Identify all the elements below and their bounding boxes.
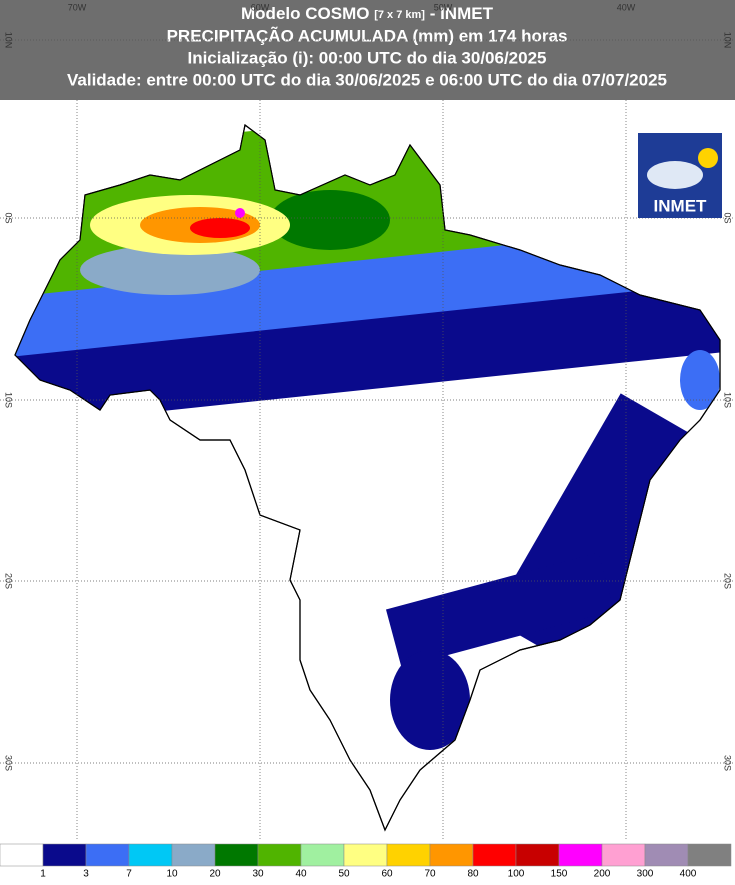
- colorbar-swatch: [472, 843, 517, 867]
- colorbar-swatch: [687, 843, 732, 867]
- colorbar-swatch: [128, 843, 173, 867]
- logo-text: INMET: [654, 196, 708, 215]
- initialization: Inicialização (i): 00:00 UTC do dia 30/0…: [187, 48, 546, 67]
- colorbar-label: 3: [83, 869, 89, 880]
- latitude-label: 10N: [723, 32, 733, 49]
- colorbar-label: 300: [637, 869, 654, 880]
- colorbar-label: 20: [209, 869, 221, 880]
- subtitle: PRECIPITAÇÃO ACUMULADA (mm) em 174 horas: [167, 25, 568, 45]
- title: Modelo COSMO [7 x 7 km] - INMET: [241, 4, 494, 23]
- colorbar-label: 100: [508, 869, 525, 880]
- latitude-label: 20S: [4, 573, 14, 589]
- colorbar-label: 400: [680, 869, 697, 880]
- colorbar-swatch: [601, 843, 646, 867]
- colorbar-swatch: [558, 843, 603, 867]
- colorbar-swatch: [214, 843, 259, 867]
- logo-sun: [698, 148, 718, 168]
- latitude-label: 10S: [4, 392, 14, 408]
- latitude-label: 0S: [723, 212, 733, 223]
- latitude-label: 0S: [4, 212, 14, 223]
- longitude-label: 50W: [434, 2, 453, 12]
- map: 70W 60W 50W 40W 10N 10N 0S 0S 10S 10S 20S 20S 30S 30S…: [0, 2, 735, 840]
- colorbar-label: 60: [381, 869, 393, 880]
- colorbar-label: 30: [252, 869, 264, 880]
- colorbar-swatch: [0, 843, 44, 867]
- latitude-label: 10S: [723, 392, 733, 408]
- colorbar-swatch: [85, 843, 130, 867]
- header-band: [0, 0, 735, 100]
- latitude-label: 30S: [4, 755, 14, 771]
- colorbar-label: 80: [467, 869, 479, 880]
- colorbar-label: 1: [40, 869, 46, 880]
- longitude-label: 60W: [251, 2, 270, 12]
- colorbar-swatch: [386, 843, 431, 867]
- colorbar-label: 10: [166, 869, 178, 880]
- colorbar-label: 150: [551, 869, 568, 880]
- longitude-label: 70W: [68, 2, 87, 12]
- colorbar-swatch: [42, 843, 87, 867]
- colorbar-swatch: [343, 843, 388, 867]
- longitude-label: 40W: [617, 2, 636, 12]
- colorbar-label: 200: [594, 869, 611, 880]
- colorbar-swatch: [644, 843, 689, 867]
- colorbar-label: 70: [424, 869, 436, 880]
- colorbar-swatch: [257, 843, 302, 867]
- colorbar-label: 50: [338, 869, 350, 880]
- colorbar-label: 7: [126, 869, 132, 880]
- latitude-label: 10N: [4, 32, 14, 49]
- logo-cloud: [647, 161, 703, 189]
- colorbar-swatch: [515, 843, 560, 867]
- colorbar-swatch: [429, 843, 474, 867]
- colorbar-swatch: [300, 843, 345, 867]
- latitude-label: 20S: [723, 573, 733, 589]
- colorbar-swatch: [171, 843, 216, 867]
- validity: Validade: entre 00:00 UTC do dia 30/06/2…: [67, 70, 667, 89]
- latitude-label: 30S: [723, 755, 733, 771]
- colorbar-label: 40: [295, 869, 307, 880]
